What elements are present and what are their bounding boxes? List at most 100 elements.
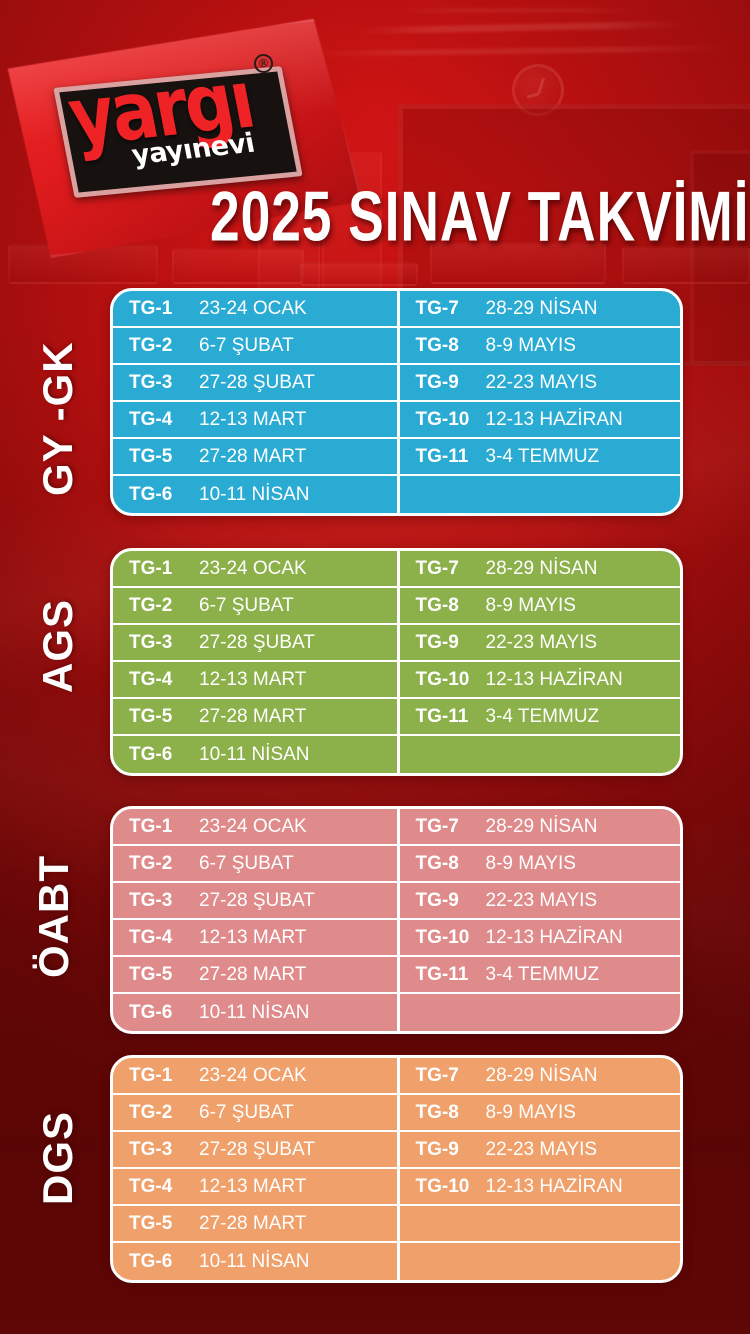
schedule-table: TG-1 23-24 OCAK TG-2 6-7 ŞUBAT TG-3 27-28 ŞUB… (110, 288, 683, 516)
exam-date: 6-7 ŞUBAT (199, 852, 294, 874)
table-row-empty (400, 1243, 681, 1280)
table-row: TG-9 22-23 MAYIS (399, 625, 680, 662)
table-row: TG-1 23-24 OCAK (113, 291, 397, 328)
exam-code: TG-7 (415, 297, 459, 319)
exam-code: TG-9 (415, 371, 459, 393)
table-row: TG-10 12-13 HAZİRAN (399, 920, 680, 957)
schedule-column-left: TG-1 23-24 OCAK TG-2 6-7 ŞUBAT TG-3 27-28 ŞUB… (113, 809, 397, 1031)
exam-date: 10-11 NİSAN (199, 1001, 310, 1023)
exam-date: 28-29 NİSAN (485, 297, 598, 319)
exam-date: 12-13 MART (199, 408, 307, 430)
page-title: 2025 SINAV TAKVİMİ (210, 177, 750, 257)
exam-date: 3-4 TEMMUZ (485, 963, 600, 985)
table-row: TG-4 12-13 MART (113, 662, 397, 699)
schedule-column-left: TG-1 23-24 OCAK TG-2 6-7 ŞUBAT TG-3 27-28 ŞUB… (113, 551, 397, 773)
exam-date: 27-28 MART (199, 445, 307, 467)
exam-date: 27-28 MART (199, 1212, 307, 1234)
table-row: TG-8 8-9 MAYIS (399, 1095, 680, 1132)
exam-code: TG-5 (129, 1212, 173, 1234)
table-row-empty (400, 994, 681, 1031)
exam-code: TG-9 (415, 889, 459, 911)
exam-code: TG-4 (129, 1175, 173, 1197)
exam-date: 6-7 ŞUBAT (199, 594, 294, 616)
exam-date: 27-28 ŞUBAT (199, 1138, 315, 1160)
table-row-empty (400, 476, 681, 513)
exam-date: 12-13 MART (199, 926, 307, 948)
schedule-column-left: TG-1 23-24 OCAK TG-2 6-7 ŞUBAT TG-3 27-28 ŞUB… (113, 1058, 397, 1280)
schedule-column-right: TG-7 28-29 NİSAN TG-8 8-9 MAYIS TG-9 22-23 MA… (396, 1058, 681, 1280)
exam-code: TG-7 (415, 1064, 459, 1086)
exam-code: TG-10 (415, 668, 470, 690)
table-row: TG-1 23-24 OCAK (113, 809, 397, 846)
exam-date: 23-24 OCAK (199, 297, 307, 319)
table-row: TG-4 12-13 MART (113, 402, 397, 439)
exam-date: 6-7 ŞUBAT (199, 334, 294, 356)
exam-code: TG-2 (129, 334, 173, 356)
exam-code: TG-8 (415, 594, 459, 616)
exam-date: 27-28 MART (199, 705, 307, 727)
exam-code: TG-4 (129, 926, 173, 948)
section-label-ags: AGS (34, 598, 81, 693)
exam-code: TG-6 (129, 1250, 173, 1272)
table-row: TG-10 12-13 HAZİRAN (399, 662, 680, 699)
exam-date: 28-29 NİSAN (485, 1064, 598, 1086)
table-row: TG-3 27-28 ŞUBAT (113, 883, 397, 920)
exam-date: 8-9 MAYIS (485, 334, 576, 356)
exam-date: 28-29 NİSAN (485, 815, 598, 837)
table-row-empty (400, 736, 681, 773)
schedule-table: TG-1 23-24 OCAK TG-2 6-7 ŞUBAT TG-3 27-28 ŞUB… (110, 548, 683, 776)
table-row: TG-3 27-28 ŞUBAT (113, 1132, 397, 1169)
exam-code: TG-8 (415, 334, 459, 356)
exam-code: TG-5 (129, 705, 173, 727)
table-row: TG-10 12-13 HAZİRAN (399, 1169, 680, 1206)
exam-date: 8-9 MAYIS (485, 594, 576, 616)
exam-code: TG-10 (415, 408, 470, 430)
table-row: TG-1 23-24 OCAK (113, 551, 397, 588)
exam-code: TG-10 (415, 926, 470, 948)
table-row: TG-5 27-28 MART (113, 699, 397, 736)
exam-date: 3-4 TEMMUZ (485, 445, 600, 467)
exam-date: 23-24 OCAK (199, 557, 307, 579)
exam-date: 8-9 MAYIS (485, 1101, 576, 1123)
exam-code: TG-2 (129, 852, 173, 874)
exam-code: TG-6 (129, 743, 173, 765)
exam-date: 28-29 NİSAN (485, 557, 598, 579)
exam-date: 22-23 MAYIS (485, 371, 598, 393)
exam-code: TG-8 (415, 1101, 459, 1123)
exam-code: TG-7 (415, 557, 459, 579)
exam-code: TG-11 (415, 705, 469, 727)
table-row: TG-5 27-28 MART (113, 439, 397, 476)
exam-date: 27-28 ŞUBAT (199, 889, 315, 911)
exam-date: 6-7 ŞUBAT (199, 1101, 294, 1123)
exam-code: TG-11 (415, 445, 469, 467)
table-row: TG-6 10-11 NİSAN (113, 994, 397, 1031)
exam-date: 10-11 NİSAN (199, 1250, 310, 1272)
exam-code: TG-9 (415, 1138, 459, 1160)
exam-date: 10-11 NİSAN (199, 483, 310, 505)
exam-date: 12-13 HAZİRAN (485, 1175, 623, 1197)
table-row: TG-8 8-9 MAYIS (399, 588, 680, 625)
section-label-dgs: DGS (34, 1110, 81, 1205)
exam-date: 27-28 MART (199, 963, 307, 985)
exam-date: 23-24 OCAK (199, 1064, 307, 1086)
schedule-table: TG-1 23-24 OCAK TG-2 6-7 ŞUBAT TG-3 27-28 ŞUB… (110, 806, 683, 1034)
exam-code: TG-10 (415, 1175, 470, 1197)
table-row: TG-9 22-23 MAYIS (399, 883, 680, 920)
exam-code: TG-3 (129, 631, 173, 653)
exam-date: 12-13 HAZİRAN (485, 668, 623, 690)
exam-date: 22-23 MAYIS (485, 889, 598, 911)
section-label-abt: ÖABT (30, 855, 77, 978)
exam-date: 12-13 HAZİRAN (485, 926, 623, 948)
exam-code: TG-3 (129, 889, 173, 911)
exam-date: 27-28 ŞUBAT (199, 631, 315, 653)
table-row: TG-11 3-4 TEMMUZ (399, 699, 680, 736)
exam-code: TG-8 (415, 852, 459, 874)
table-row: TG-4 12-13 MART (113, 1169, 397, 1206)
exam-code: TG-5 (129, 445, 173, 467)
schedule-column-right: TG-7 28-29 NİSAN TG-8 8-9 MAYIS TG-9 22-23 MA… (396, 551, 681, 773)
table-row: TG-10 12-13 HAZİRAN (399, 402, 680, 439)
table-row: TG-11 3-4 TEMMUZ (399, 957, 680, 994)
exam-code: TG-9 (415, 631, 459, 653)
exam-code: TG-1 (129, 297, 173, 319)
